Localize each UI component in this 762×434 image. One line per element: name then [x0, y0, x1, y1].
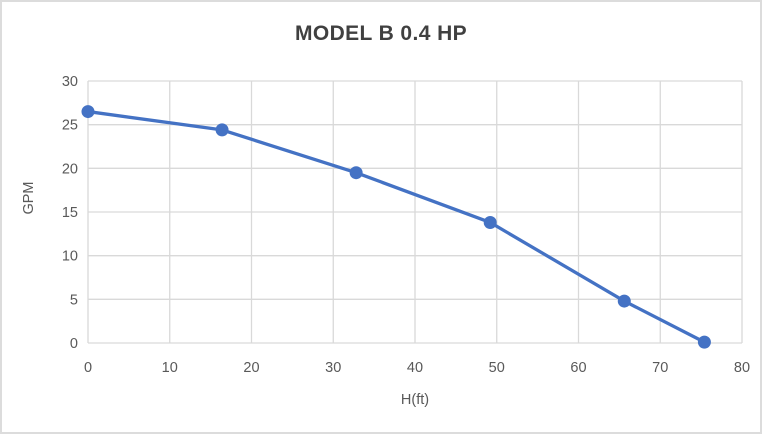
- gridlines: [87, 80, 743, 344]
- tick-labels: 0 5 10 15 20 25 30 0 10 20 30 40 50 60 70 80: [62, 74, 750, 376]
- y-tick-label: 25: [62, 118, 78, 134]
- x-tick-label: 60: [570, 360, 586, 376]
- data-point-marker: [617, 294, 631, 308]
- y-tick-label: 30: [62, 74, 78, 90]
- y-axis-title: GPM: [21, 181, 37, 214]
- x-tick-label: 80: [734, 360, 750, 376]
- y-tick-label: 10: [62, 249, 78, 265]
- y-tick-label: 0: [70, 336, 78, 352]
- x-tick-label: 40: [407, 360, 423, 376]
- x-tick-label: 20: [243, 360, 259, 376]
- data-point-marker: [215, 123, 229, 137]
- chart-title: MODEL B 0.4 HP: [294, 22, 468, 45]
- y-tick-label: 5: [70, 292, 78, 308]
- series-layer: [81, 105, 711, 349]
- data-point-marker: [349, 166, 363, 180]
- y-tick-label: 20: [62, 161, 78, 177]
- x-tick-label: 70: [652, 360, 668, 376]
- data-line: [86, 109, 707, 344]
- data-point-marker: [81, 105, 95, 119]
- x-tick-label: 0: [84, 360, 92, 376]
- data-point-marker: [697, 335, 711, 349]
- y-tick-label: 15: [62, 205, 78, 221]
- x-tick-label: 50: [489, 360, 505, 376]
- x-axis-title: H(ft): [401, 392, 429, 408]
- x-tick-label: 10: [162, 360, 178, 376]
- data-point-marker: [483, 215, 497, 229]
- x-tick-label: 30: [325, 360, 341, 376]
